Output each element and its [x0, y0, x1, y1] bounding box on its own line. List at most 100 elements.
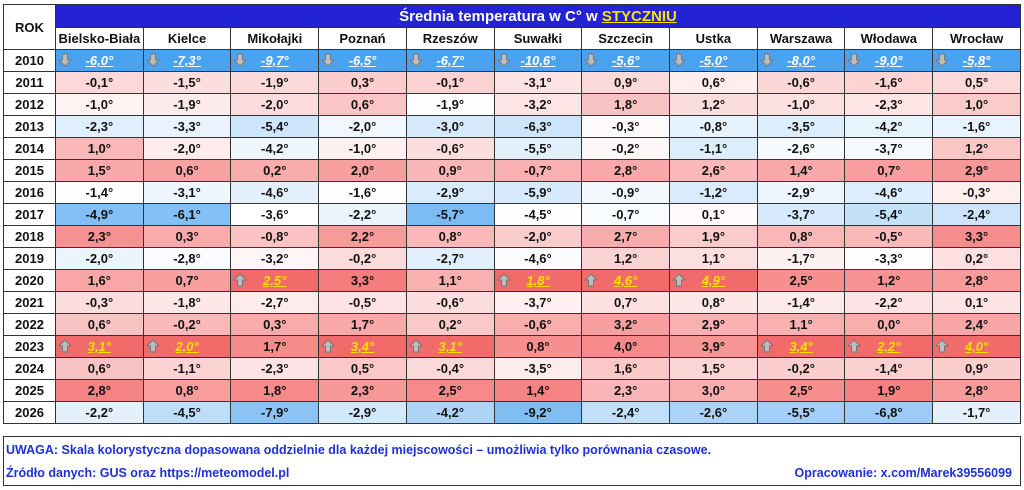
temperature-cell: 3,3°: [318, 269, 407, 292]
temperature-value: 0,5°: [964, 75, 989, 90]
temperature-cell: -2,0°: [318, 115, 407, 138]
table-row: 2018 2,3° 0,3° -0,8° 2,2° 0,8° -2,0° 2,7° 1,9° 0,…: [3, 225, 1021, 248]
temperature-value: -1,9°: [260, 75, 289, 90]
temperature-value: -0,2°: [787, 361, 815, 376]
temperature-value: -4,2°: [436, 405, 465, 420]
temperature-cell: -5,4°: [844, 203, 934, 226]
temperature-cell: -5,5°: [493, 137, 583, 160]
temperature-cell: 4,0°: [932, 335, 1021, 358]
temperature-value: 3,3°: [964, 229, 989, 244]
temperature-value: -10,6°: [520, 53, 556, 68]
temperature-value: -0,3°: [85, 295, 114, 310]
temperature-value: -1,0°: [348, 141, 377, 156]
temperature-value: 1,2°: [701, 97, 726, 112]
temperature-table-container: ROK Średnia temperatura w C° w STYCZNIU …: [3, 4, 1021, 486]
temperature-value: 0,9°: [964, 361, 989, 376]
year-column-header: ROK: [3, 4, 56, 50]
temperature-value: -3,2°: [524, 97, 552, 112]
temperature-value: -5,0°: [699, 53, 728, 68]
temperature-value: -1,0°: [787, 97, 815, 112]
temperature-cell: -6,5°: [318, 49, 407, 72]
temperature-value: 1,1°: [438, 273, 462, 288]
temperature-cell: -2,9°: [405, 181, 495, 204]
table-row: 2023 3,1° 2,0° 1,7° 3,4° 3,1° 0,8° 4,0° 3,9° 3,4°…: [3, 335, 1021, 358]
temperature-cell: -0,6°: [493, 313, 583, 336]
city-header: Poznań: [318, 27, 407, 50]
temperature-cell: 2,0°: [318, 159, 407, 182]
temperature-cell: -0,6°: [405, 291, 495, 314]
temperature-value: 1,2°: [964, 141, 989, 156]
temperature-value: -1,4°: [875, 361, 903, 376]
temperature-cell: -6,1°: [142, 203, 232, 226]
table-row: 2014 1,0° -2,0° -4,2° -1,0° -0,6° -5,5° -0,2° -1…: [3, 137, 1021, 160]
temperature-value: -0,8°: [260, 229, 289, 244]
temperature-cell: -8,0°: [756, 49, 846, 72]
temperature-value: -6,3°: [524, 119, 552, 134]
temperature-value: 1,8°: [614, 97, 638, 112]
temperature-cell: -0,5°: [844, 225, 934, 248]
temperature-value: -2,8°: [173, 251, 201, 266]
temperature-cell: 2,3°: [581, 379, 671, 402]
temperature-cell: -2,8°: [142, 247, 232, 270]
temperature-value: 0,8°: [438, 229, 462, 244]
temperature-cell: -2,2°: [318, 203, 407, 226]
city-header: Mikołajki: [230, 27, 320, 50]
temperature-value: 0,6°: [87, 317, 111, 332]
temperature-cell: -4,9°: [55, 203, 144, 226]
year-cell: 2018: [3, 225, 56, 248]
temperature-cell: -9,7°: [230, 49, 320, 72]
temperature-value: -6,7°: [436, 53, 465, 68]
temperature-value: -0,6°: [436, 295, 465, 310]
temperature-cell: -1,6°: [318, 181, 407, 204]
temperature-cell: 0,6°: [669, 71, 758, 94]
temperature-cell: 0,3°: [142, 225, 232, 248]
temperature-cell: 1,9°: [669, 225, 758, 248]
title-month: STYCZNIU: [601, 7, 677, 25]
year-cell: 2022: [3, 313, 56, 336]
temperature-cell: -2,4°: [932, 203, 1021, 226]
temperature-cell: 1,2°: [581, 247, 671, 270]
table-row: 2016 -1,4° -3,1° -4,6° -1,6° -2,9° -5,9° -0,9° -…: [3, 181, 1021, 204]
temperature-value: -5,7°: [436, 207, 465, 222]
temperature-value: -2,0°: [524, 229, 552, 244]
temperature-value: -0,2°: [611, 141, 640, 156]
temperature-cell: -2,3°: [844, 93, 934, 116]
temperature-value: -9,0°: [875, 53, 903, 68]
temperature-cell: -3,0°: [405, 115, 495, 138]
temperature-value: 0,7°: [614, 295, 638, 310]
temperature-value: 2,3°: [614, 383, 638, 398]
footer-author: Opracowanie: x.com/Marek39556099: [794, 466, 1012, 480]
temperature-cell: 2,3°: [55, 225, 144, 248]
temperature-value: -2,7°: [436, 251, 465, 266]
temperature-value: 0,1°: [701, 207, 726, 222]
footer-note: UWAGA: Skala kolorystyczna dopasowana od…: [6, 443, 712, 457]
temperature-cell: 0,6°: [55, 313, 144, 336]
temperature-cell: 0,1°: [932, 291, 1021, 314]
temperature-value: -2,9°: [348, 405, 377, 420]
temperature-value: -3,6°: [260, 207, 289, 222]
temperature-cell: 2,5°: [230, 269, 320, 292]
temperature-cell: 1,0°: [55, 137, 144, 160]
temperature-cell: -0,7°: [581, 203, 671, 226]
temperature-cell: 3,1°: [405, 335, 495, 358]
year-cell: 2025: [3, 379, 56, 402]
temperature-value: -5,8°: [962, 53, 991, 68]
temperature-cell: -0,1°: [405, 71, 495, 94]
temperature-value: -2,4°: [962, 207, 991, 222]
temperature-cell: -1,0°: [318, 137, 407, 160]
temperature-cell: -2,7°: [405, 247, 495, 270]
temperature-cell: -4,6°: [493, 247, 583, 270]
year-cell: 2015: [3, 159, 56, 182]
temperature-value: -1,8°: [173, 295, 201, 310]
temperature-value: 1,9°: [877, 383, 901, 398]
temperature-cell: -1,1°: [142, 357, 232, 380]
temperature-value: -5,4°: [875, 207, 903, 222]
temperature-value: 1,6°: [87, 273, 111, 288]
temperature-value: -0,9°: [611, 185, 640, 200]
temperature-value: 1,8°: [263, 383, 287, 398]
temperature-cell: 2,8°: [581, 159, 671, 182]
temperature-cell: -1,7°: [932, 401, 1021, 424]
temperature-value: 0,9°: [438, 163, 462, 178]
temperature-value: -2,0°: [85, 251, 114, 266]
temperature-cell: 1,8°: [581, 93, 671, 116]
